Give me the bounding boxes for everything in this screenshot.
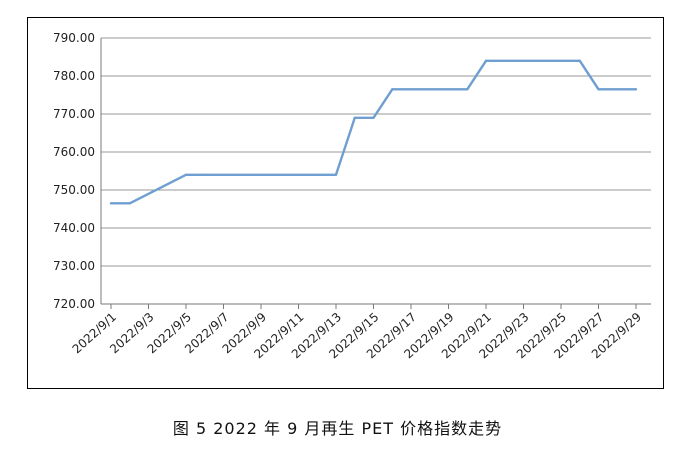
y-tick-label: 730.00 <box>53 259 95 273</box>
data-point <box>634 88 638 91</box>
data-point <box>109 202 113 205</box>
data-point <box>128 202 131 205</box>
data-point <box>184 173 188 176</box>
line-chart: 720.00 730.00 740.00 750.00 760.00 770.00 780.… <box>53 31 651 361</box>
y-tick-label: 770.00 <box>53 107 95 121</box>
y-tick-label: 760.00 <box>53 145 95 159</box>
data-point <box>391 88 394 91</box>
y-tick-label: 740.00 <box>53 221 95 235</box>
data-point <box>466 88 469 91</box>
series-line <box>111 59 636 205</box>
data-point <box>334 173 338 176</box>
y-tick-label: 780.00 <box>53 69 95 83</box>
data-point <box>578 59 581 62</box>
y-tick-label: 790.00 <box>53 31 95 45</box>
data-point <box>484 59 488 62</box>
y-tick-label: 720.00 <box>53 297 95 311</box>
data-point <box>353 116 356 120</box>
figure-caption: 图 5 2022 年 9 月再生 PET 价格指数走势 <box>172 419 503 438</box>
data-point <box>597 88 600 91</box>
chart-frame: 720.00 730.00 740.00 750.00 760.00 770.00 780.… <box>27 17 664 389</box>
data-point <box>372 116 375 120</box>
data-point <box>203 173 206 176</box>
y-tick-label: 750.00 <box>53 183 95 197</box>
